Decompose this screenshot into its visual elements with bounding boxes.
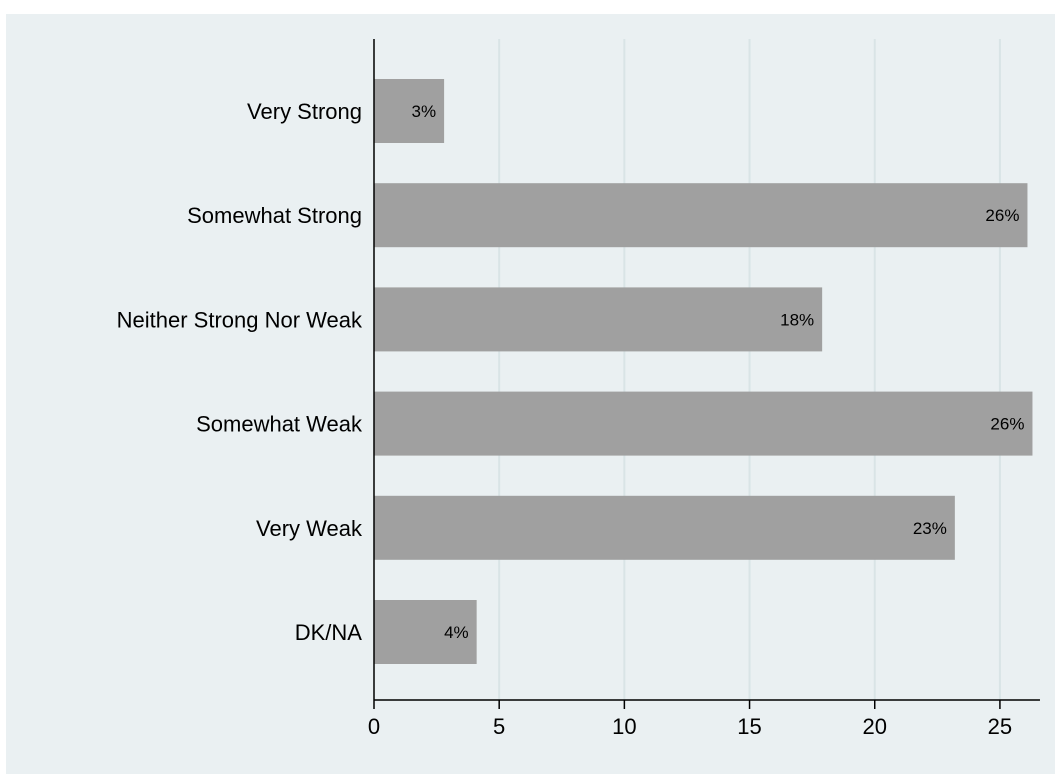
data-label: 26% (985, 206, 1019, 225)
category-label: DK/NA (295, 620, 363, 645)
x-tick-label: 10 (612, 714, 636, 739)
x-tick-label: 0 (368, 714, 380, 739)
data-label: 3% (412, 102, 437, 121)
data-labels: 3% 26% 18% 26% 23% 4% (412, 102, 1025, 642)
category-labels: Very Strong Somewhat Strong Neither Strong… (117, 99, 363, 645)
x-tick-label: 20 (862, 714, 886, 739)
tick-labels: 0 5 10 15 20 25 (368, 714, 1012, 739)
chart-area: Very Strong Somewhat Strong Neither Strong… (6, 14, 1055, 774)
category-label: Neither Strong Nor Weak (117, 307, 363, 332)
bar-2 (374, 287, 823, 352)
bar-4 (374, 495, 955, 560)
data-label: 26% (990, 415, 1024, 434)
x-tick-label: 5 (493, 714, 505, 739)
category-label: Somewhat Strong (187, 203, 362, 228)
data-label: 4% (444, 623, 469, 642)
category-label: Very Strong (247, 99, 362, 124)
category-label: Somewhat Weak (196, 412, 363, 437)
axes (373, 39, 1040, 709)
category-label: Very Weak (256, 516, 363, 541)
x-tick-label: 25 (988, 714, 1012, 739)
bar-1 (374, 183, 1028, 248)
gridlines (498, 39, 1001, 700)
bar-5 (374, 600, 477, 664)
x-tick-label: 15 (737, 714, 761, 739)
data-label: 18% (780, 310, 814, 329)
bar-0 (374, 79, 445, 143)
bar-chart: Very Strong Somewhat Strong Neither Strong… (117, 39, 1040, 739)
bars (374, 79, 1033, 664)
data-label: 23% (913, 519, 947, 538)
bar-3 (374, 391, 1033, 456)
